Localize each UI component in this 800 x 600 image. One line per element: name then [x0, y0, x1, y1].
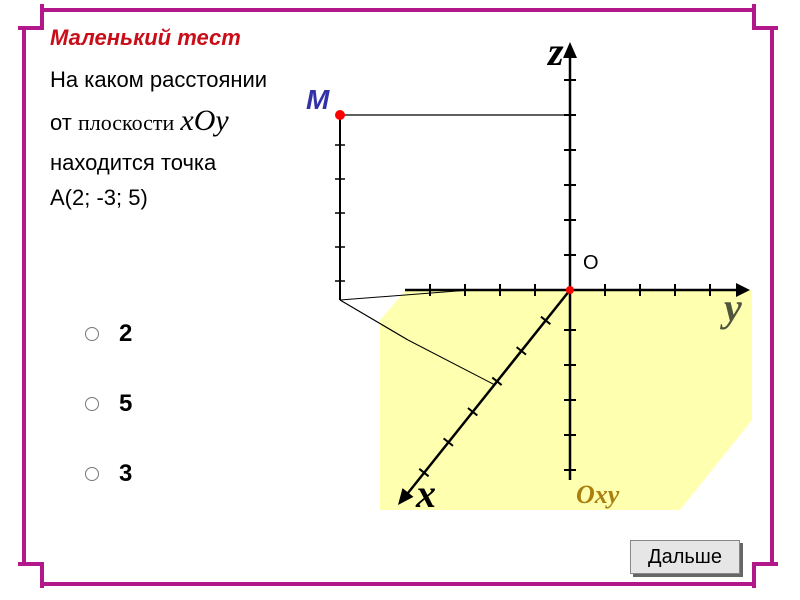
- question-word: плоскости: [78, 110, 174, 135]
- radio-icon[interactable]: [85, 397, 99, 411]
- label-origin: О: [583, 252, 599, 275]
- frame-corner: [752, 4, 778, 30]
- frame-corner: [18, 562, 44, 588]
- label-axis-x: x: [416, 470, 436, 517]
- question-line: На каком расстоянии: [50, 62, 310, 97]
- question-line: А(2; -3; 5): [50, 180, 310, 215]
- option-row[interactable]: 3: [85, 460, 132, 488]
- quiz-title: Маленький тест: [50, 25, 241, 51]
- frame-corner: [18, 4, 44, 30]
- option-row[interactable]: 2: [85, 320, 132, 348]
- question-word: от: [50, 110, 78, 135]
- question-line: от плоскости xOy: [50, 97, 310, 145]
- option-row[interactable]: 5: [85, 390, 132, 418]
- option-label: 5: [119, 390, 132, 418]
- label-point-M: М: [306, 84, 329, 116]
- axes-diagram: [300, 40, 760, 540]
- option-label: 3: [119, 460, 132, 488]
- radio-icon[interactable]: [85, 467, 99, 481]
- frame-corner: [752, 562, 778, 588]
- axes-svg: [300, 40, 760, 540]
- plane-name: xOy: [180, 104, 228, 137]
- question-line: находится точка: [50, 145, 310, 180]
- label-axis-y: y: [724, 284, 742, 331]
- options-group: 2 5 3: [85, 320, 132, 530]
- option-label: 2: [119, 320, 132, 348]
- question-text: На каком расстоянии от плоскости xOy нах…: [50, 62, 310, 216]
- label-axis-z: z: [548, 28, 564, 75]
- label-plane-oxy: Oxy: [576, 480, 619, 510]
- next-button[interactable]: Дальше: [630, 540, 740, 574]
- radio-icon[interactable]: [85, 327, 99, 341]
